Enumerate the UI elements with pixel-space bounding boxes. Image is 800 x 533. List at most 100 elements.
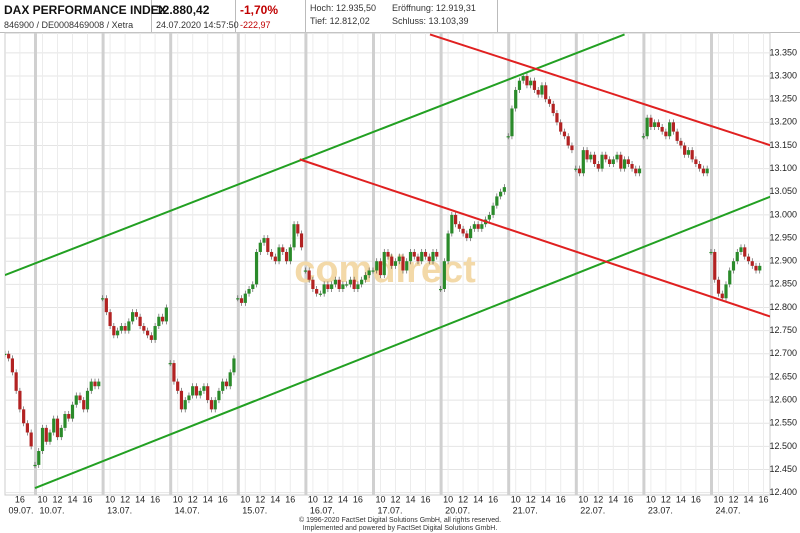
candle xyxy=(585,150,589,160)
x-tick-label: 16 xyxy=(691,494,701,504)
day-separator xyxy=(710,33,713,495)
candle xyxy=(622,159,627,169)
candle xyxy=(397,256,401,262)
candle xyxy=(29,432,33,447)
y-tick-label: 12.500 xyxy=(769,441,797,451)
candle xyxy=(495,196,499,206)
candle xyxy=(352,279,356,289)
candle xyxy=(446,233,450,262)
candle xyxy=(97,381,101,387)
x-date-label: 10.07. xyxy=(39,505,64,515)
footer-line: Implemented and powered by FactSet Digit… xyxy=(302,525,498,532)
candle xyxy=(176,381,180,391)
candle xyxy=(48,432,52,442)
candle xyxy=(187,395,191,401)
candle xyxy=(262,238,266,243)
candle xyxy=(5,353,7,356)
candle xyxy=(555,113,559,123)
y-tick-label: 13.150 xyxy=(769,140,797,150)
y-tick-label: 13.050 xyxy=(769,186,797,196)
candle xyxy=(731,261,736,271)
candle xyxy=(142,326,146,331)
candle xyxy=(671,122,675,132)
candle xyxy=(551,103,555,114)
candle xyxy=(506,136,510,138)
candle xyxy=(281,247,285,252)
candle xyxy=(454,214,458,225)
candle xyxy=(660,126,664,132)
x-date-label: 22.07. xyxy=(580,505,605,515)
candle xyxy=(82,400,86,410)
candle xyxy=(649,117,653,127)
x-tick-label: 16 xyxy=(488,494,498,504)
candle xyxy=(108,312,112,327)
day-separator xyxy=(372,33,375,495)
candle xyxy=(514,89,518,109)
x-tick-label: 10 xyxy=(240,494,250,504)
candle xyxy=(645,117,649,137)
y-tick-label: 12.950 xyxy=(769,232,797,242)
candle xyxy=(476,224,480,229)
y-tick-label: 12.750 xyxy=(769,325,797,335)
candle xyxy=(529,80,533,86)
candle xyxy=(360,279,364,285)
y-tick-label: 12.800 xyxy=(769,302,797,312)
candle xyxy=(119,326,123,331)
candle xyxy=(746,256,751,262)
candle xyxy=(596,164,600,169)
candle xyxy=(341,284,345,289)
candle xyxy=(52,418,56,433)
candle xyxy=(499,191,503,197)
trend-line xyxy=(34,195,770,489)
candle xyxy=(420,251,424,262)
candle xyxy=(164,307,168,322)
candle xyxy=(273,256,277,262)
x-date-label: 20.07. xyxy=(445,505,470,515)
candle xyxy=(683,145,687,155)
candle xyxy=(221,381,225,391)
y-tick-label: 13.350 xyxy=(769,47,797,57)
candle xyxy=(7,353,11,359)
candle xyxy=(502,187,506,192)
candle xyxy=(405,261,409,271)
x-tick-label: 14 xyxy=(270,494,280,504)
candle xyxy=(619,154,623,169)
price-box: 12.880,42 24.07.2020 14:57:50 xyxy=(152,0,239,32)
candle xyxy=(408,251,413,262)
change-pct: -1,70% xyxy=(240,3,279,17)
candle xyxy=(254,251,259,285)
candle xyxy=(40,427,45,452)
candle xyxy=(198,390,202,396)
candle xyxy=(78,395,82,401)
candle xyxy=(536,89,540,95)
candle xyxy=(705,168,709,174)
x-tick-label: 10 xyxy=(511,494,521,504)
candle xyxy=(206,386,210,401)
candle xyxy=(431,251,435,262)
candle xyxy=(521,76,525,81)
day-separator xyxy=(304,33,308,495)
candle xyxy=(371,270,375,272)
candle xyxy=(292,224,296,248)
x-tick-label: 14 xyxy=(338,494,348,504)
candle xyxy=(288,247,292,262)
x-tick-label: 16 xyxy=(218,494,228,504)
candle xyxy=(191,386,195,396)
x-tick-label: 16 xyxy=(353,494,363,504)
candle xyxy=(37,451,41,465)
candle xyxy=(716,279,721,294)
candle xyxy=(55,418,60,438)
y-tick-label: 13.000 xyxy=(769,209,797,219)
candle xyxy=(44,427,48,442)
x-tick-label: 12 xyxy=(52,494,62,504)
trend-line xyxy=(429,33,770,147)
candle xyxy=(559,122,563,132)
candle xyxy=(303,270,307,272)
day-separator xyxy=(101,33,105,495)
candle xyxy=(348,279,352,285)
x-tick-label: 12 xyxy=(255,494,265,504)
candle xyxy=(626,159,630,165)
candle xyxy=(754,265,758,271)
candle xyxy=(89,381,93,391)
